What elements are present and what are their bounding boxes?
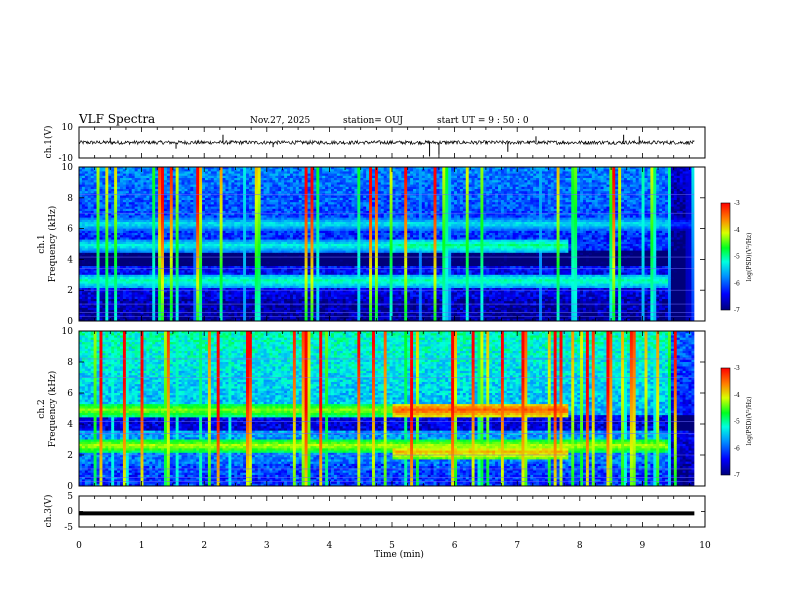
- x-tick-label: 4: [327, 541, 333, 551]
- ch1-ytick-top: 10: [62, 123, 74, 133]
- ch2-spec-colorbar-tick: -6: [734, 445, 740, 452]
- ch1-spec-ylabel-channel: ch.1: [37, 234, 47, 253]
- ch1-spec-colorbar-tick: -7: [734, 307, 740, 314]
- ch2-spec-ylabel-channel: ch.2: [37, 399, 47, 418]
- ch2-spec-colorbar-tick: -3: [734, 365, 740, 372]
- ch2-spectrogram-panel: 0 2 4 6 8 10 ch.2 Frequency (kHz) -3 -4 -5 -6 -7 …: [37, 327, 753, 492]
- ch1-spec-colorbar-tick: -3: [734, 200, 740, 207]
- ch3-ytick-bottom: -5: [64, 523, 73, 533]
- ch1-ylabel: ch.1(V): [43, 126, 54, 159]
- start-ut-label: start UT = 9 : 50 : 0: [437, 116, 529, 126]
- ch2-spec-colorbar-tick: -5: [734, 419, 740, 426]
- ch1-waveform-trace: [79, 139, 695, 146]
- ch2-spec-ytick-label: 4: [67, 420, 73, 430]
- ch2-spec-ytick-label: 6: [67, 389, 73, 399]
- ch1-spec-colorbar-tick: -5: [734, 254, 740, 261]
- ch1-spec-ytick-label: 0: [67, 317, 73, 327]
- ch1-spectrogram-panel: 0 2 4 6 8 10 ch.1 Frequency (kHz) -3 -4 -5 -6 -7 …: [37, 163, 753, 327]
- x-tick-label: 6: [452, 541, 458, 551]
- figure-title: VLF Spectra: [78, 112, 155, 126]
- ch2-spec-colorbar-tick: -7: [734, 472, 740, 479]
- ch1-spec-ytick-label: 4: [67, 255, 73, 265]
- ch2-spec-ylabel-freq: Frequency (kHz): [47, 371, 58, 448]
- ch1-waveform-panel: 10 -10 ch.1(V): [43, 123, 706, 164]
- ch3-ytick-mid: 0: [67, 507, 73, 517]
- x-axis-tick-labels: 0 1 2 3 4 5 6 7 8 9 10: [76, 541, 711, 551]
- x-tick-label: 7: [514, 541, 520, 551]
- ch3-waveform-panel: 5 0 -5 ch.3(V): [43, 492, 706, 533]
- ch1-waveform-plot: [79, 134, 695, 157]
- x-tick-label: 8: [577, 541, 583, 551]
- ch2-spec-ytick-label: 10: [62, 327, 74, 337]
- x-tick-label: 0: [76, 541, 82, 551]
- ch1-spec-ytick-label: 8: [67, 194, 73, 204]
- x-tick-label: 10: [699, 541, 711, 551]
- ch2-spec-ytick-label: 8: [67, 358, 73, 368]
- x-tick-label: 1: [139, 541, 145, 551]
- ch1-colorbar-label: log(PSD)(V²/Hz): [746, 233, 753, 282]
- station-label: station= OUJ: [343, 116, 403, 126]
- x-tick-label: 2: [201, 541, 207, 551]
- ch2-spec-ytick-label: 0: [67, 482, 73, 492]
- ch1-ytick-bottom: -10: [59, 154, 74, 164]
- ch2-spec-ytick-label: 2: [67, 451, 73, 461]
- ch1-spec-ytick-label: 2: [67, 286, 73, 296]
- ch2-colorbar-label: log(PSD)(V²/Hz): [746, 397, 753, 446]
- ch1-spec-colorbar-tick: -6: [734, 280, 740, 287]
- date-label: Nov.27, 2025: [250, 116, 311, 126]
- ch1-spec-ytick-label: 6: [67, 225, 73, 235]
- ch1-spec-ytick-label: 10: [62, 163, 74, 173]
- ch1-colorbar: -3 -4 -5 -6 -7 log(PSD)(V²/Hz): [720, 200, 753, 314]
- ch2-spec-colorbar-tick: -4: [734, 392, 740, 399]
- ch3-ytick-top: 5: [67, 492, 73, 502]
- ch2-spectrogram-image: [79, 331, 705, 486]
- ch2-colorbar: -3 -4 -5 -6 -7 log(PSD)(V²/Hz): [720, 365, 753, 479]
- ch3-ylabel: ch.3(V): [43, 495, 54, 528]
- x-tick-label: 3: [264, 541, 270, 551]
- x-axis-label: Time (min): [374, 549, 424, 560]
- x-tick-label: 5: [389, 541, 395, 551]
- x-tick-label: 9: [640, 541, 646, 551]
- ch1-spec-ylabel-freq: Frequency (kHz): [47, 206, 58, 283]
- ch1-spec-colorbar-tick: -4: [734, 227, 740, 234]
- ch1-spectrogram-image: [79, 167, 705, 321]
